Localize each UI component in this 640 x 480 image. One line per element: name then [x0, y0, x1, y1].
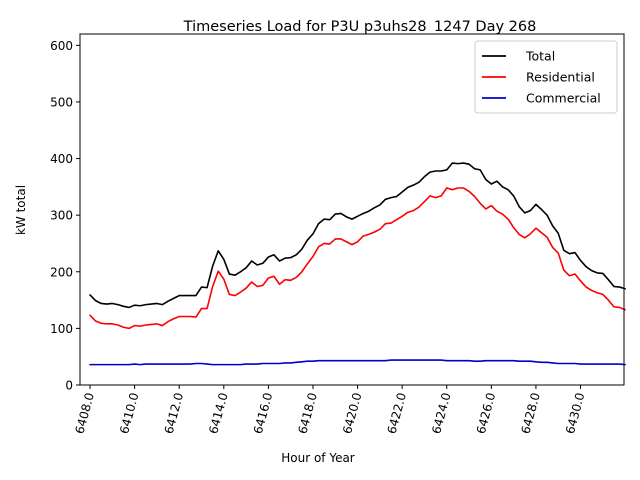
y-axis: 0 100 200 300 400 500 600 [50, 39, 80, 393]
legend-box [474, 40, 618, 114]
legend-label: Commercial [526, 91, 601, 106]
chart-title: Timeseries Load for P3U p3uhs28_1247 Day… [183, 19, 537, 35]
legend-label: Residential [526, 70, 595, 85]
y-tick-label: 100 [50, 322, 73, 336]
series-line-residential [89, 187, 626, 330]
y-tick-label: 500 [50, 95, 73, 109]
y-tick-label: 600 [50, 39, 73, 53]
legend-label: Total [525, 49, 555, 64]
y-tick-label: 400 [50, 152, 73, 166]
series-line-total [89, 162, 626, 309]
y-axis-label: kW total [14, 185, 28, 235]
y-tick-label: 0 [65, 379, 73, 393]
y-tick-label: 200 [50, 265, 73, 279]
legend: Total Residential Commercial [474, 40, 618, 114]
y-tick-label: 300 [50, 209, 73, 223]
axes-frame [79, 33, 625, 386]
series-line-commercial [89, 359, 626, 366]
x-axis-label: Hour of Year [281, 451, 355, 465]
plot-area [89, 162, 626, 366]
